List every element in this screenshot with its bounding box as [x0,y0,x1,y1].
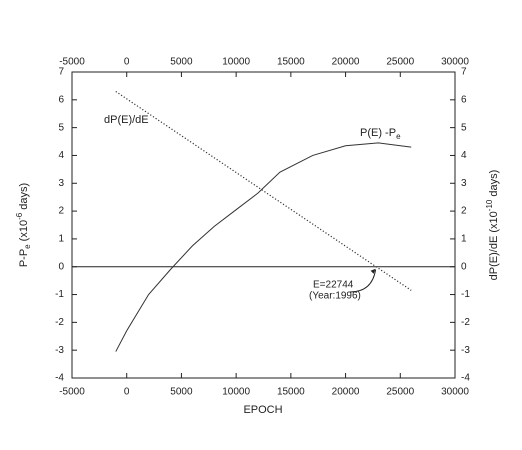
y-tick-label: 4 [58,150,64,161]
y-tick-label: 1 [58,234,64,245]
x-axis-label: EPOCH [243,404,282,416]
x-top-tick-label: 10000 [222,57,250,68]
y2-tick-label: 0 [461,261,467,272]
x-top-tick-label: 30000 [441,57,469,68]
series-line [115,142,412,352]
y2-tick-label: -4 [461,373,470,384]
x-tick-label: 10000 [222,387,250,398]
y2-tick-label: -2 [461,317,470,328]
annotation-arrow [349,269,377,293]
x-tick-label: 25000 [386,387,414,398]
y2-tick-label: 2 [461,206,467,217]
y2-tick-label: 3 [461,178,467,189]
y2-tick-label: 4 [461,150,467,161]
x-top-tick-label: 5000 [170,57,193,68]
y-tick-label: 2 [58,206,64,217]
y2-tick-label: -1 [461,289,470,300]
plot-frame [71,71,456,379]
y2-tick-label: 7 [461,67,467,78]
x-top-tick-label: -5000 [59,57,85,68]
x-top-tick-label: 15000 [277,57,305,68]
y2-tick-label: 1 [461,234,467,245]
series-line [115,90,412,291]
y-tick-label: 7 [58,67,64,78]
y-tick-label: -1 [55,289,64,300]
x-top-tick-label: 20000 [332,57,360,68]
y-tick-label: -4 [55,373,64,384]
annotation-arrowhead [370,268,376,274]
y2-tick-label: 5 [461,122,467,133]
x-tick-label: 15000 [277,387,305,398]
y-tick-label: -3 [55,345,64,356]
y-tick-label: -2 [55,317,64,328]
x-top-tick-label: 0 [124,57,130,68]
line-label: dP(E)/dE [104,114,149,126]
y-tick-label: 3 [58,178,64,189]
y-tick-label: 0 [58,261,64,272]
x-top-tick-label: 25000 [386,57,414,68]
year-label: (Year:1996) [309,291,361,302]
x-tick-label: 0 [124,387,130,398]
x-tick-label: 5000 [170,387,193,398]
x-tick-label: 30000 [441,387,469,398]
y-tick-label: 6 [58,94,64,105]
x-tick-label: 20000 [332,387,360,398]
y2-axis-label: dP(E)/dE (x10-10 days) [485,170,500,281]
curve-label: P(E) -Pe [360,127,401,141]
epoch-label: E=22744 [313,280,354,291]
y-tick-label: 5 [58,122,64,133]
y2-tick-label: -3 [461,345,470,356]
y2-tick-label: 6 [461,94,467,105]
y-axis-label: P-Pe (x10-6 days) [15,183,32,267]
x-tick-label: -5000 [59,387,85,398]
